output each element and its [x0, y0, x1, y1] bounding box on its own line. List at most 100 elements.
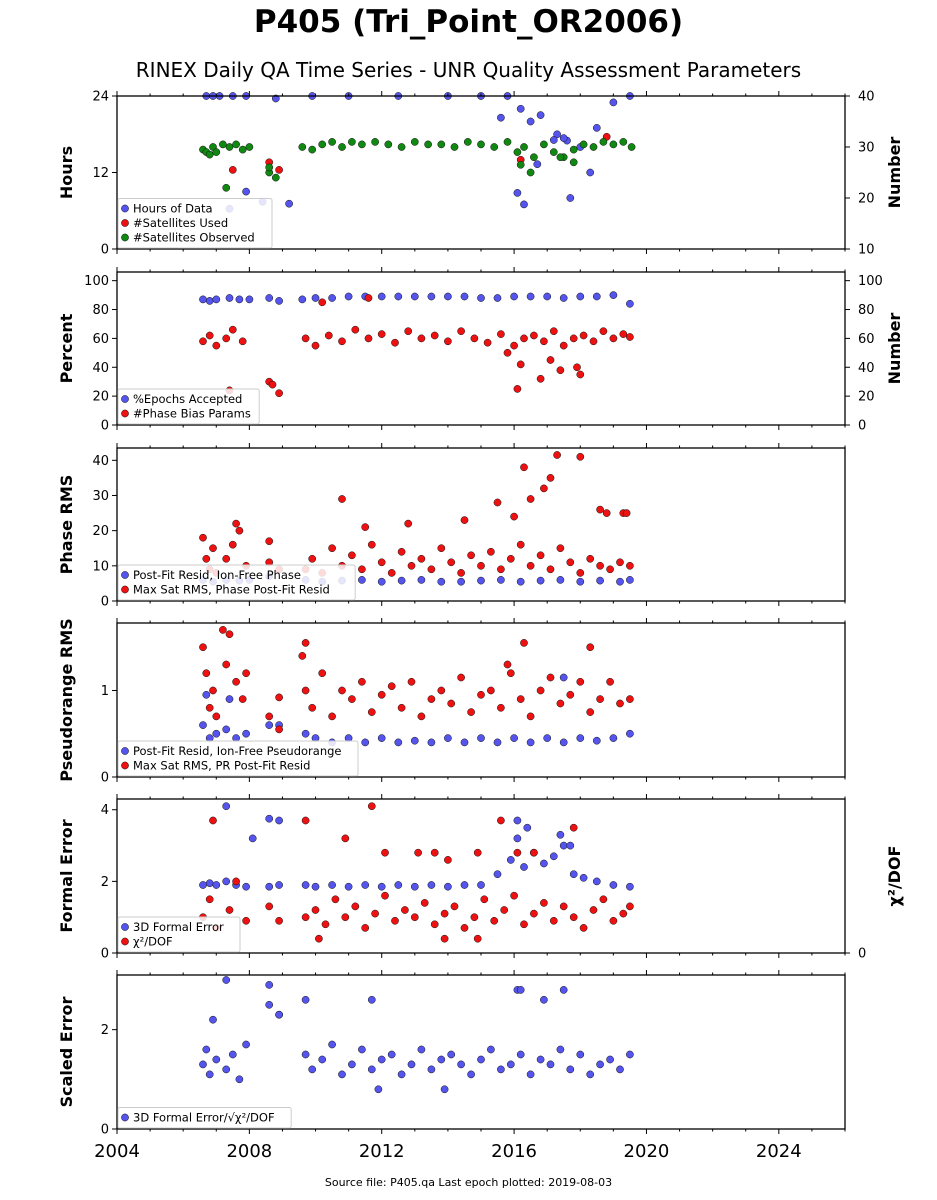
data-point: [397, 143, 406, 151]
data-point: [371, 138, 379, 146]
data-point: [526, 292, 535, 301]
data-point: [275, 916, 283, 925]
data-point: [232, 140, 240, 149]
data-point: [513, 834, 522, 843]
y2-tick-label: 100: [858, 274, 883, 289]
data-point: [559, 986, 568, 994]
data-point: [460, 881, 469, 889]
data-point: [427, 695, 436, 703]
data-point: [596, 1060, 604, 1069]
data-point: [487, 1045, 495, 1054]
data-point: [596, 505, 604, 514]
data-point: [228, 325, 237, 334]
x-tick-label: 2024: [756, 1141, 802, 1162]
data-point: [606, 565, 614, 574]
data-point: [265, 882, 274, 891]
data-point: [506, 856, 515, 864]
data-point: [381, 848, 389, 857]
data-point: [490, 143, 499, 151]
data-point: [351, 902, 360, 911]
data-point: [467, 551, 475, 560]
legend-label: Max Sat RMS, Phase Post-Fit Resid: [133, 583, 330, 597]
data-point: [235, 1075, 244, 1084]
y-axis-label: Scaled Error: [57, 997, 76, 1108]
data-point: [407, 1060, 416, 1069]
data-point: [606, 677, 614, 686]
data-point: [444, 337, 452, 346]
data-point: [265, 163, 274, 172]
data-point: [559, 902, 568, 911]
data-point: [275, 816, 283, 825]
y-tick-label: 0: [101, 771, 109, 786]
data-point: [222, 554, 231, 563]
data-point: [358, 140, 366, 149]
data-point: [410, 736, 419, 745]
data-point: [377, 558, 386, 567]
y2-tick-label: 10: [858, 243, 875, 258]
data-point: [619, 909, 628, 918]
data-point: [467, 1070, 475, 1079]
data-point: [298, 143, 307, 151]
data-point: [516, 986, 525, 994]
data-point: [616, 1065, 624, 1074]
data-point: [424, 140, 432, 149]
data-point: [265, 902, 274, 911]
data-point: [546, 673, 555, 682]
data-point: [516, 360, 525, 369]
data-point: [427, 881, 436, 889]
y-tick-label: 2: [101, 875, 109, 890]
data-point: [487, 686, 495, 695]
data-point: [540, 995, 548, 1004]
data-point: [500, 906, 509, 914]
data-point: [506, 1060, 515, 1069]
data-point: [364, 294, 373, 302]
data-point: [536, 111, 545, 119]
y2-axis-label: χ²/DOF: [885, 846, 904, 907]
data-point: [553, 130, 561, 139]
data-point: [602, 509, 611, 517]
data-point: [271, 94, 280, 103]
y-tick-label: 20: [92, 524, 109, 539]
data-point: [232, 877, 240, 886]
data-point: [377, 330, 386, 338]
data-point: [235, 295, 244, 304]
data-point: [470, 913, 479, 922]
data-point: [205, 895, 214, 904]
data-point: [341, 834, 350, 843]
y-tick-label: 0: [101, 243, 109, 258]
data-point: [410, 913, 419, 922]
data-point: [318, 669, 327, 678]
data-point: [559, 673, 568, 682]
data-point: [245, 143, 254, 151]
data-point: [404, 519, 413, 528]
data-point: [480, 895, 489, 904]
y2-tick-label: 30: [858, 141, 875, 156]
data-point: [430, 920, 439, 929]
data-point: [530, 848, 538, 857]
data-point: [520, 639, 528, 647]
data-point: [338, 495, 346, 503]
data-point: [225, 143, 234, 151]
data-point: [321, 920, 330, 929]
data-point: [513, 848, 522, 857]
y-tick-label: 12: [92, 166, 109, 181]
data-point: [516, 104, 525, 113]
data-point: [384, 140, 393, 149]
data-point: [414, 848, 422, 857]
data-point: [576, 677, 585, 686]
legend-label: Post-Fit Resid, Ion-Free Pseudorange: [133, 744, 341, 758]
data-point: [209, 544, 217, 553]
data-point: [242, 1040, 250, 1049]
data-point: [497, 816, 505, 825]
data-point: [301, 995, 310, 1004]
data-point: [556, 1045, 565, 1054]
y2-tick-label: 0: [858, 419, 866, 434]
data-point: [516, 1050, 525, 1059]
data-point: [341, 913, 350, 922]
legend-marker: [121, 923, 129, 931]
data-point: [338, 686, 346, 695]
data-point: [232, 519, 240, 528]
data-point: [540, 140, 548, 149]
